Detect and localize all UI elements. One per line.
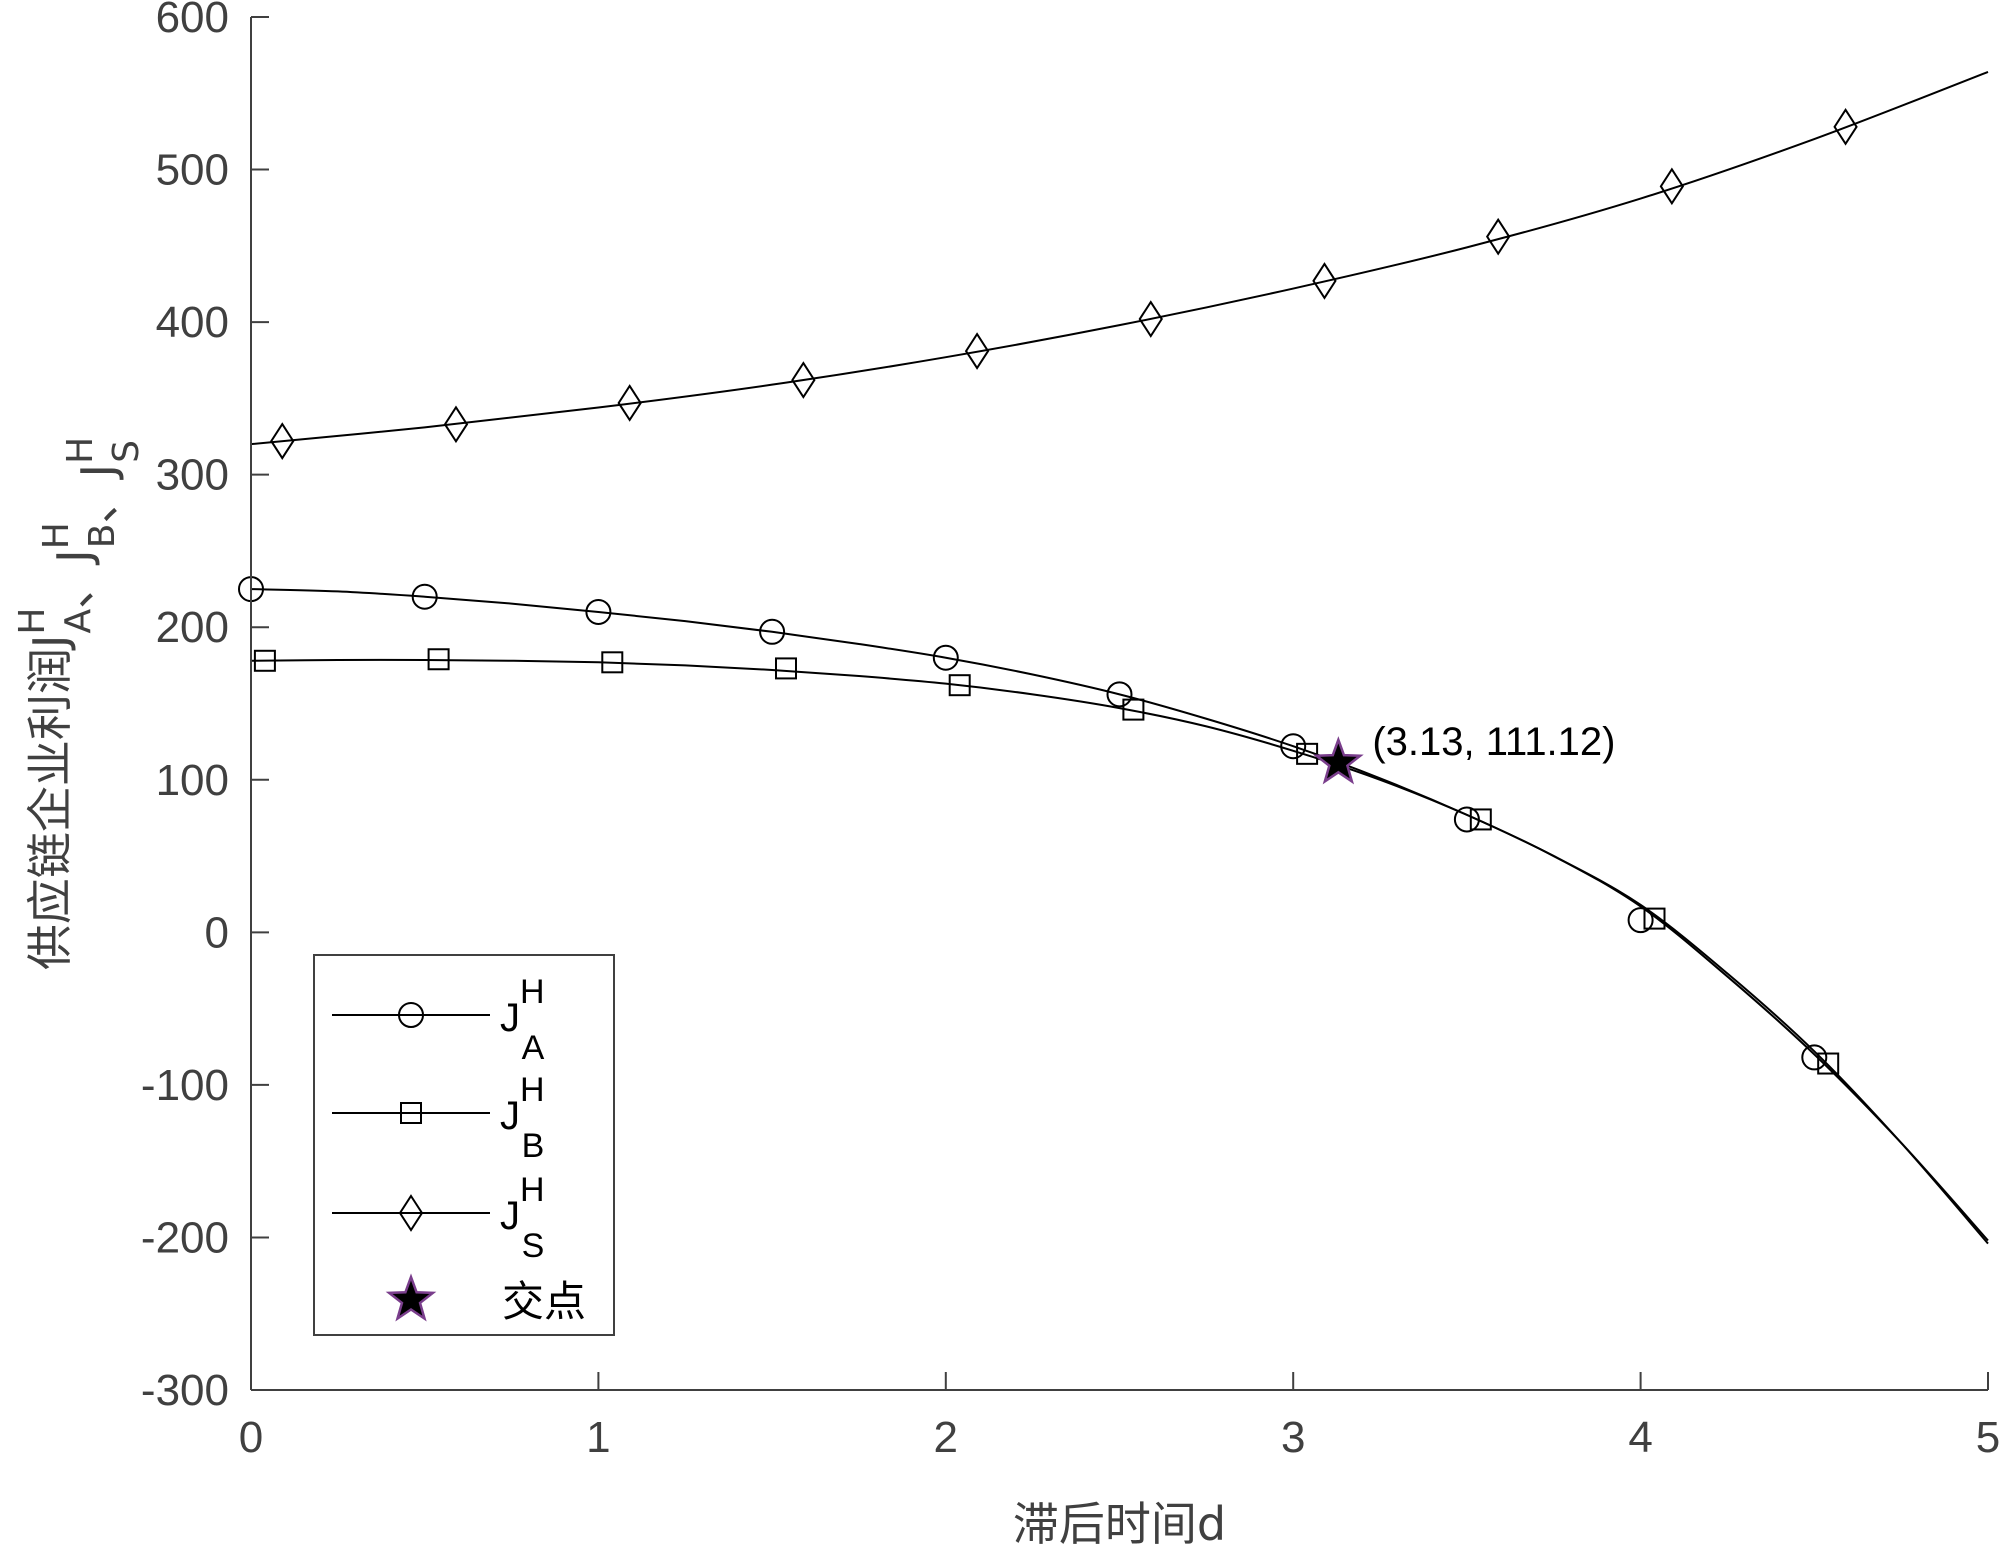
data-point-square: [1296, 742, 1319, 765]
data-point-diamond: [617, 384, 642, 422]
intersection-star: [1313, 736, 1364, 785]
data-point-diamond: [791, 361, 816, 399]
series-layer: [238, 70, 1989, 1245]
data-point-circle: [411, 583, 438, 610]
legend-item-intersection: 交点: [385, 1273, 586, 1325]
data-point-circle: [1801, 1044, 1828, 1071]
y-tick-label: 300: [156, 451, 229, 500]
legend: JH AJH B JH S 交点: [313, 954, 615, 1336]
legend-marker-square: [400, 1102, 422, 1124]
y-tick-label: 600: [156, 0, 229, 42]
legend-marker-star: [385, 1273, 437, 1322]
data-point-square: [948, 674, 971, 697]
data-point-diamond: [1138, 300, 1163, 338]
data-point-circle: [585, 598, 612, 625]
data-point-diamond: [964, 332, 990, 370]
data-point-circle: [932, 644, 959, 671]
legend-label: JH B: [500, 1071, 545, 1165]
x-axis-title: 滞后时间d: [1013, 1497, 1226, 1551]
data-point-square: [601, 651, 624, 674]
y-tick-label: 400: [156, 298, 229, 347]
data-point-square: [427, 648, 450, 671]
data-point-square: [1469, 808, 1492, 831]
legend-item-circle: JH A: [332, 973, 545, 1067]
data-point-square: [1122, 698, 1145, 721]
y-axis-title: 供应链企业利润JH A、JH B、JH S: [12, 437, 147, 970]
legend-label: JH S: [500, 1171, 545, 1265]
legend-item-square: JH B: [332, 1071, 545, 1165]
data-point-diamond: [1312, 262, 1337, 300]
series-square: [250, 648, 1989, 1245]
legend-label: JH A: [500, 973, 545, 1067]
x-tick-label: 5: [1976, 1413, 2000, 1462]
annotation-layer: (3.13, 111.12): [1313, 720, 1615, 785]
x-tick-label: 1: [586, 1413, 610, 1462]
series-line-square: [250, 658, 1989, 1245]
data-point-diamond: [270, 422, 295, 460]
y-tick-label: 100: [156, 756, 229, 805]
x-tick-label: 0: [239, 1413, 263, 1462]
y-tick-label: 200: [156, 603, 229, 652]
y-tick-label: -200: [141, 1213, 229, 1262]
legend-label: 交点: [502, 1278, 586, 1325]
legend-marker-diamond: [398, 1194, 424, 1232]
data-point-diamond: [1659, 167, 1685, 206]
data-point-square: [253, 649, 276, 672]
data-point-circle: [1106, 681, 1133, 708]
legend-marker-circle: [398, 1002, 424, 1028]
x-tick-label: 3: [1281, 1413, 1305, 1462]
data-point-square: [1817, 1052, 1840, 1075]
x-tick-label: 4: [1628, 1413, 1652, 1462]
legend-item-diamond: JH S: [332, 1171, 545, 1265]
data-point-diamond: [1833, 107, 1858, 146]
intersection-annotation: (3.13, 111.12): [1372, 720, 1615, 764]
y-tick-label: 0: [205, 908, 229, 957]
y-tick-label: -300: [141, 1366, 229, 1415]
data-point-diamond: [1485, 217, 1511, 256]
data-point-diamond: [443, 405, 469, 444]
y-tick-label: 500: [156, 146, 229, 195]
series-line-diamond: [250, 70, 1989, 446]
data-point-circle: [1627, 907, 1654, 934]
series-diamond: [250, 70, 1989, 460]
data-point-square: [1643, 907, 1666, 930]
axes: -300 -200 -100 0 100 200 300 400 500 600 0 1 2 3 4 5: [141, 0, 2000, 1462]
axis-titles: 滞后时间d 供应链企业利润JH A、JH B、JH S: [12, 437, 1226, 1551]
legend-box: [313, 954, 615, 1336]
x-tick-label: 2: [934, 1413, 958, 1462]
y-tick-label: -100: [141, 1061, 229, 1110]
data-point-square: [774, 657, 797, 680]
data-point-circle: [759, 618, 786, 645]
